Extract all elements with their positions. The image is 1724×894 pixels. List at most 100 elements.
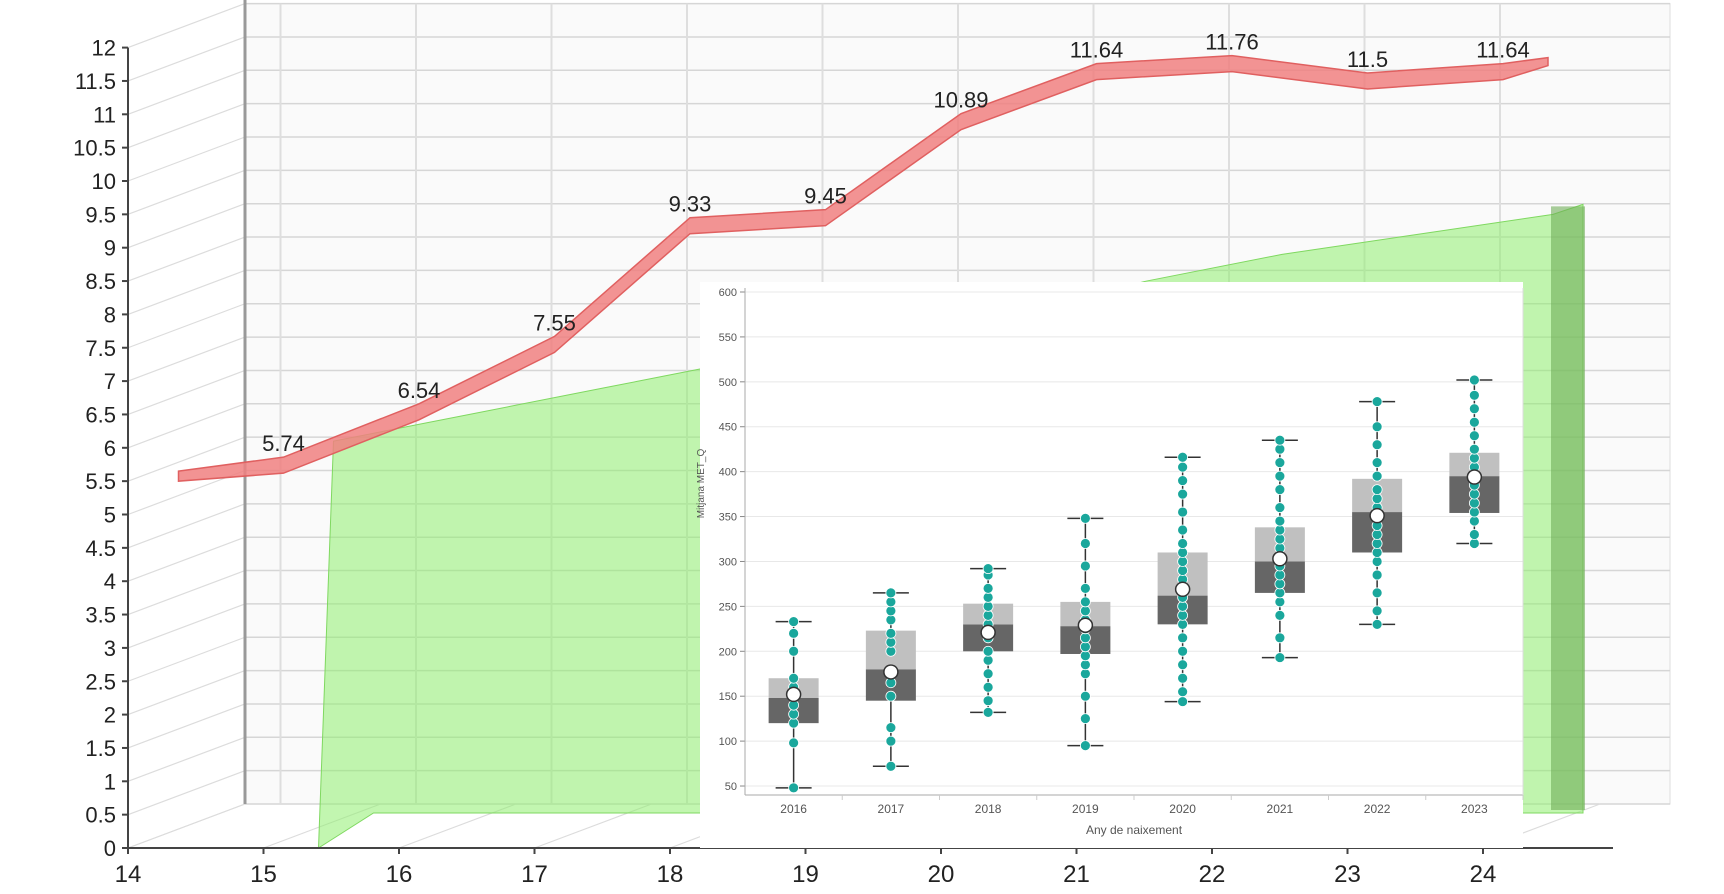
- data-point: [1177, 696, 1189, 707]
- data-point: [1468, 374, 1480, 386]
- data-point: [1371, 538, 1383, 549]
- data-point: [885, 627, 897, 639]
- data-point: [1468, 403, 1480, 415]
- side-gridline: [127, 670, 246, 716]
- data-point: [1371, 569, 1383, 581]
- data-point: [1177, 645, 1189, 657]
- x-tick-label: 18: [657, 861, 684, 888]
- data-point: [885, 645, 897, 657]
- side-gridline: [127, 136, 246, 182]
- data-point: [1177, 632, 1189, 644]
- side-gridline: [127, 636, 246, 682]
- data-point: [1468, 452, 1480, 464]
- data-point: [1079, 538, 1091, 549]
- x-tick-label: 19: [792, 861, 819, 888]
- data-point: [1371, 587, 1383, 599]
- x-tick-label: 2018: [975, 802, 1002, 816]
- y-tick-label: 5: [104, 503, 116, 528]
- y-tick-label: 550: [719, 332, 737, 344]
- side-gridline: [127, 569, 246, 616]
- y-tick-label: 150: [719, 691, 737, 703]
- data-point: [1468, 443, 1480, 455]
- y-tick-label: 6.5: [85, 402, 116, 427]
- data-point: [1177, 488, 1189, 500]
- data-point: [1371, 439, 1383, 451]
- boxplot-panel: [700, 282, 1523, 848]
- x-tick-label: 2022: [1364, 802, 1391, 816]
- data-point: [1468, 538, 1480, 549]
- mean-marker: [1466, 469, 1483, 485]
- y-axis-title: Mitjana MET_Q: [696, 449, 707, 519]
- side-gridline: [127, 436, 246, 482]
- mean-marker: [1174, 581, 1191, 598]
- data-point: [1177, 538, 1189, 549]
- data-point: [1274, 484, 1286, 496]
- data-point: [1177, 524, 1189, 536]
- y-tick-label: 2: [104, 703, 116, 728]
- data-point: [1079, 713, 1091, 725]
- data-point: [1274, 569, 1286, 581]
- data-point: [1274, 587, 1286, 599]
- data-point: [1177, 451, 1189, 463]
- data-point: [1371, 547, 1383, 558]
- data-point: [1371, 457, 1383, 469]
- data-point: [982, 695, 994, 707]
- data-point: [1177, 565, 1189, 576]
- data-point: [885, 587, 897, 599]
- data-label: 11.64: [1070, 38, 1123, 63]
- area-side-face: [1551, 206, 1585, 811]
- data-point: [1274, 470, 1286, 482]
- data-point: [982, 600, 994, 612]
- data-point: [1079, 641, 1091, 653]
- x-tick-label: 16: [386, 861, 413, 888]
- line-series-red-ribbon: [177, 54, 1549, 482]
- y-tick-label: 600: [719, 287, 737, 299]
- x-tick-label: 2019: [1072, 802, 1099, 816]
- x-axis-title: Any de naixement: [1086, 823, 1183, 837]
- data-point: [1274, 596, 1286, 608]
- data-point: [1079, 596, 1091, 608]
- data-point: [982, 591, 994, 603]
- side-gridline: [127, 103, 246, 149]
- y-tick-label: 7: [104, 369, 116, 394]
- data-point: [982, 681, 994, 693]
- data-point: [1177, 506, 1189, 518]
- x-tick-label: 22: [1199, 861, 1226, 888]
- data-point: [1371, 618, 1383, 630]
- data-point: [788, 708, 800, 720]
- y-tick-label: 1: [104, 769, 116, 794]
- data-point: [788, 717, 800, 729]
- floor-gridline: [127, 803, 246, 849]
- data-label: 9.45: [804, 184, 847, 209]
- side-gridline: [127, 169, 246, 215]
- data-point: [1274, 652, 1286, 663]
- data-point: [1079, 740, 1091, 751]
- data-point: [788, 737, 800, 749]
- data-point: [982, 654, 994, 666]
- data-point: [1274, 457, 1286, 469]
- y-tick-label: 450: [719, 422, 737, 434]
- data-point: [1079, 659, 1091, 671]
- data-point: [1468, 497, 1480, 509]
- x-tick-label: 2023: [1461, 802, 1488, 816]
- data-point: [982, 609, 994, 621]
- data-point: [885, 596, 897, 608]
- side-gridline: [127, 36, 246, 82]
- data-point: [982, 706, 994, 718]
- data-point: [1468, 416, 1480, 428]
- y-tick-label: 6: [104, 436, 116, 461]
- x-tick-label: 17: [521, 861, 548, 888]
- data-point: [1371, 556, 1383, 567]
- data-point: [1177, 461, 1189, 473]
- data-point: [885, 760, 897, 772]
- y-tick-label: 250: [719, 601, 737, 613]
- data-label: 5.74: [262, 431, 305, 456]
- data-point: [1468, 529, 1480, 540]
- mean-marker: [1272, 551, 1288, 567]
- data-point: [1079, 632, 1091, 644]
- data-point: [1079, 512, 1091, 524]
- data-point: [982, 668, 994, 680]
- data-point: [1468, 389, 1480, 401]
- side-gridline: [127, 303, 246, 349]
